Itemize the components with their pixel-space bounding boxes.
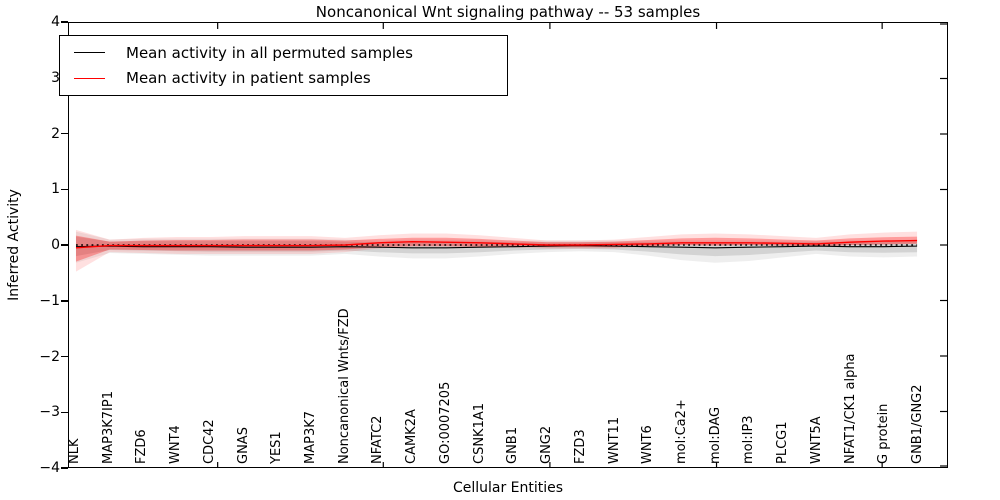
x-category-label: WNT6 bbox=[640, 425, 656, 464]
y-tick-label: 0 bbox=[51, 237, 60, 253]
x-category-label: WNT4 bbox=[168, 425, 184, 464]
x-category-label: FZD6 bbox=[134, 429, 150, 464]
permuted-band bbox=[75, 236, 918, 257]
y-tick-label: 2 bbox=[51, 125, 60, 142]
y-tick-mark bbox=[61, 188, 68, 190]
x-category-label: GO:0007205 bbox=[437, 381, 453, 464]
x-category-label: NFAT1/CK1 alpha bbox=[842, 353, 858, 464]
y-tick-label: 1 bbox=[51, 181, 60, 198]
permuted-line-swatch bbox=[74, 52, 105, 54]
x-category-label: G protein bbox=[876, 403, 892, 464]
y-tick-label: 3 bbox=[51, 69, 60, 86]
x-category-label: PLCG1 bbox=[775, 421, 791, 464]
x-category-label: NFATC2 bbox=[370, 415, 386, 464]
x-category-label: CAMK2A bbox=[404, 409, 420, 464]
y-tick-label: −3 bbox=[39, 404, 60, 421]
x-category-label: GNG2 bbox=[539, 425, 555, 464]
plot-svg bbox=[75, 23, 947, 467]
x-category-label: mol:Ca2+ bbox=[673, 399, 689, 464]
x-category-label: Noncanonical Wnts/FZD bbox=[336, 308, 352, 464]
x-category-label: MAP3K7 bbox=[303, 410, 319, 464]
y-tick-mark bbox=[61, 467, 68, 469]
x-category-label: WNT11 bbox=[606, 416, 622, 464]
x-category-label: CSNK1A1 bbox=[471, 402, 487, 464]
y-tick-label: 4 bbox=[51, 14, 60, 30]
patient-band-outer bbox=[75, 229, 918, 272]
x-category-label: GNAS bbox=[235, 427, 251, 464]
x-category-label: NLK bbox=[67, 438, 82, 465]
legend-box: Mean activity in all permuted samples Me… bbox=[59, 35, 508, 96]
patient-line-swatch bbox=[74, 77, 105, 79]
patient-mean-line bbox=[75, 239, 918, 249]
y-tick-label: −4 bbox=[39, 460, 60, 476]
x-category-label: GNB1 bbox=[505, 427, 521, 464]
x-category-label: CDC42 bbox=[201, 419, 217, 464]
legend-item-patient: Mean activity in patient samples bbox=[60, 69, 507, 87]
y-tick-mark bbox=[61, 21, 68, 23]
chart-title: Noncanonical Wnt signaling pathway -- 53… bbox=[315, 3, 701, 21]
legend-label-patient: Mean activity in patient samples bbox=[126, 69, 371, 88]
y-tick-mark bbox=[61, 132, 68, 135]
x-axis-label: Cellular Entities bbox=[452, 480, 564, 496]
y-tick-mark bbox=[61, 411, 68, 413]
x-category-label: FZD3 bbox=[572, 429, 588, 464]
y-tick-mark bbox=[61, 355, 68, 358]
x-category-label: MAP3K7IP1 bbox=[100, 391, 116, 464]
legend-item-permuted: Mean activity in all permuted samples bbox=[60, 44, 507, 62]
y-tick-label: −1 bbox=[39, 292, 60, 309]
x-category-label: GNB1/GNG2 bbox=[910, 384, 925, 464]
x-category-label: WNT5A bbox=[808, 416, 824, 464]
legend-label-permuted: Mean activity in all permuted samples bbox=[126, 43, 413, 62]
y-tick-mark bbox=[61, 300, 68, 302]
y-tick-label: −2 bbox=[39, 348, 60, 365]
x-category-label: YES1 bbox=[269, 431, 285, 464]
x-category-label: mol:IP3 bbox=[741, 415, 757, 464]
plot-area bbox=[68, 22, 948, 468]
permuted-mean-line bbox=[75, 245, 918, 249]
x-category-label: mol:DAG bbox=[707, 406, 723, 464]
y-tick-mark bbox=[61, 244, 68, 246]
